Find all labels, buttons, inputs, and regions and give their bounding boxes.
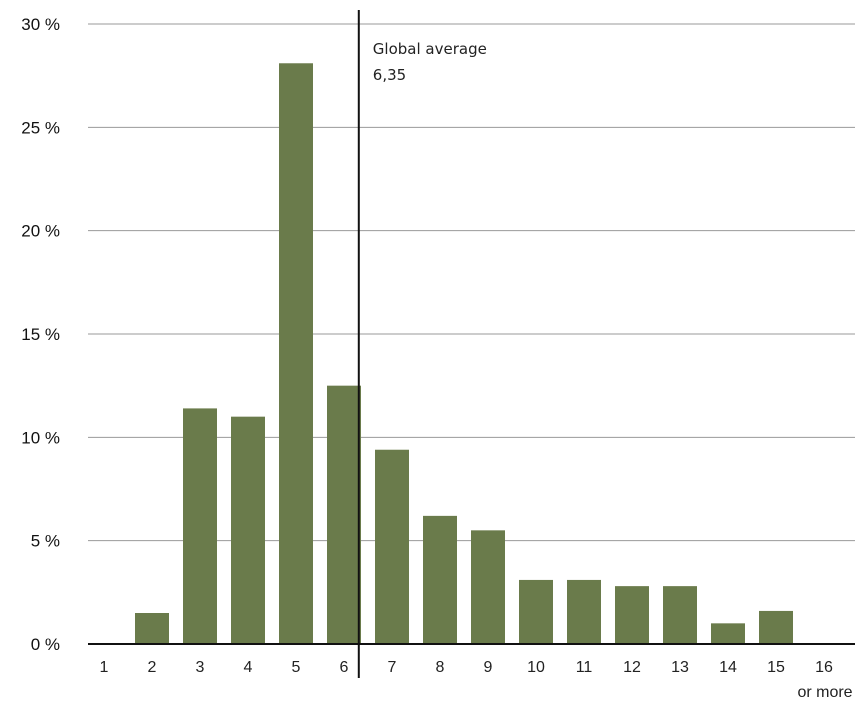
x-tick-label: 9 — [484, 659, 493, 676]
x-tick-label: 8 — [436, 659, 445, 676]
bar-2 — [135, 613, 169, 644]
bar-7 — [375, 449, 409, 644]
x-tick-label-suffix: or more — [797, 684, 852, 701]
x-tick-label: 5 — [292, 659, 301, 676]
x-tick-label: 3 — [196, 659, 205, 676]
y-tick-label: 5 % — [31, 532, 60, 551]
bar-9 — [471, 530, 505, 644]
x-tick-label: 2 — [148, 659, 157, 676]
x-tick-label: 15 — [767, 659, 785, 676]
x-tick-label: 16 — [815, 659, 833, 676]
x-tick-label: 13 — [671, 659, 689, 676]
y-tick-label: 15 % — [21, 325, 60, 344]
y-tick-label: 30 % — [21, 15, 60, 34]
x-tick-label: 11 — [576, 659, 593, 676]
bars — [135, 63, 793, 645]
x-tick-label: 10 — [527, 659, 545, 676]
bar-11 — [567, 579, 601, 644]
y-tick-label: 20 % — [21, 222, 60, 241]
y-tick-label: 25 % — [21, 118, 60, 137]
bar-12 — [615, 586, 649, 644]
x-tick-label: 4 — [244, 659, 253, 676]
x-tick-label: 12 — [623, 659, 641, 676]
y-tick-label: 10 % — [21, 428, 60, 447]
x-tick-label: 7 — [388, 659, 397, 676]
bar-5 — [279, 63, 313, 645]
bar-14 — [711, 623, 745, 644]
bar-4 — [231, 416, 265, 644]
bar-3 — [183, 408, 217, 644]
y-tick-label: 0 % — [31, 635, 60, 654]
bar-6 — [327, 385, 361, 644]
global-average-value: 6,35 — [373, 66, 406, 84]
bar-13 — [663, 586, 697, 644]
bar-15 — [759, 610, 793, 644]
x-tick-label: 6 — [340, 659, 349, 676]
y-axis-ticks: 0 % 5 % 10 % 15 % 20 % 25 % 30 % — [21, 15, 60, 654]
global-average-label: Global average — [373, 40, 487, 58]
bar-8 — [423, 515, 457, 644]
x-tick-label: 14 — [719, 659, 737, 676]
bar-10 — [519, 579, 553, 644]
x-tick-label: 1 — [100, 659, 109, 676]
